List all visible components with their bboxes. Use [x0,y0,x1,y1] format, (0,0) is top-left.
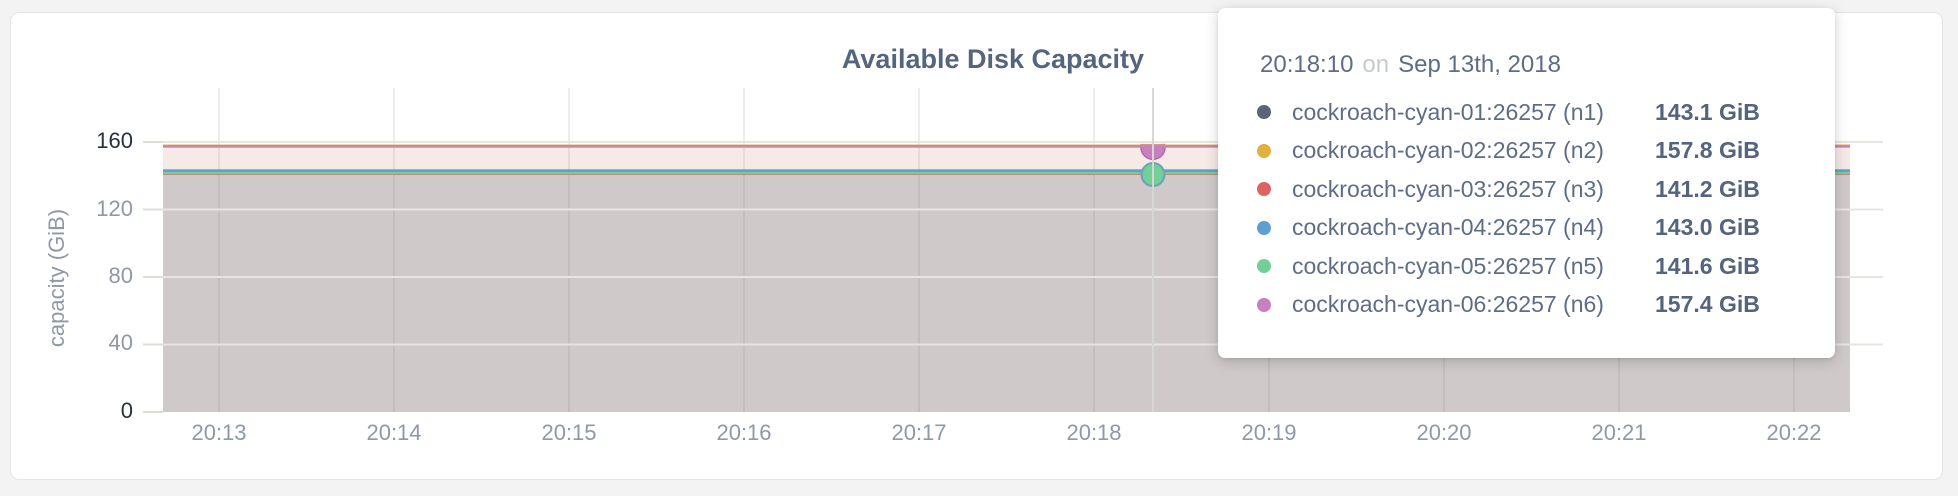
series-value: 143.1 GiB [1655,98,1760,125]
y-tick-label: 160 [96,128,133,153]
series-color-dot-icon [1257,143,1271,158]
series-color-dot-icon [1257,220,1271,235]
x-tick-label: 20:15 [541,420,597,445]
y-tick-label: 40 [108,330,133,355]
x-tick-label: 20:18 [1066,420,1122,445]
series-value: 157.4 GiB [1655,291,1760,318]
x-tick-label: 20:19 [1241,420,1297,445]
tooltip-joiner: on [1362,51,1390,78]
chart-title: Available Disk Capacity [841,44,1145,74]
x-tick-label: 20:16 [716,420,772,445]
series-name: cockroach-cyan-02:26257 (n2) [1292,137,1604,164]
legend-row: cockroach-cyan-05:26257 (n5) 141.6 GiB [1218,247,1835,286]
x-tick-label: 20:17 [891,420,947,445]
chart-hover-tooltip: 20:18:10 on Sep 13th, 2018 cockroach-cyan-… [1218,8,1835,358]
legend-row: cockroach-cyan-03:26257 (n3) 141.2 GiB [1218,170,1835,209]
tooltip-date: Sep 13th, 2018 [1398,51,1561,78]
series-name: cockroach-cyan-06:26257 (n6) [1292,291,1604,318]
y-tick-label: 80 [108,263,133,288]
series-color-dot-icon [1257,259,1271,274]
series-value: 143.0 GiB [1655,214,1760,241]
x-tick-label: 20:21 [1591,420,1647,445]
x-tick-label: 20:13 [191,420,247,445]
series-color-dot-icon [1257,182,1271,197]
x-tick-label: 20:22 [1766,420,1822,445]
legend-row: cockroach-cyan-04:26257 (n4) 143.0 GiB [1218,209,1835,248]
y-tick-label: 120 [96,196,133,221]
y-tick-label: 0 [120,398,133,423]
series-value: 141.6 GiB [1655,252,1760,279]
series-color-dot-icon [1257,297,1271,312]
tooltip-legend: cockroach-cyan-01:26257 (n1) 143.1 GiB c… [1218,93,1835,324]
series-color-dot-icon [1257,105,1271,120]
legend-row: cockroach-cyan-01:26257 (n1) 143.1 GiB [1218,93,1835,132]
series-value: 157.8 GiB [1655,137,1760,164]
series-name: cockroach-cyan-04:26257 (n4) [1292,214,1604,241]
series-name: cockroach-cyan-03:26257 (n3) [1292,175,1604,202]
legend-row: cockroach-cyan-02:26257 (n2) 157.8 GiB [1218,132,1835,171]
legend-row: cockroach-cyan-06:26257 (n6) 157.4 GiB [1218,286,1835,325]
x-tick-label: 20:14 [366,420,422,445]
series-value: 141.2 GiB [1655,175,1760,202]
x-tick-label: 20:20 [1416,420,1472,445]
tooltip-time: 20:18:10 [1260,51,1354,78]
series-name: cockroach-cyan-01:26257 (n1) [1292,98,1604,125]
series-name: cockroach-cyan-05:26257 (n5) [1292,252,1604,279]
tooltip-timestamp: 20:18:10 on Sep 13th, 2018 [1218,50,1835,80]
